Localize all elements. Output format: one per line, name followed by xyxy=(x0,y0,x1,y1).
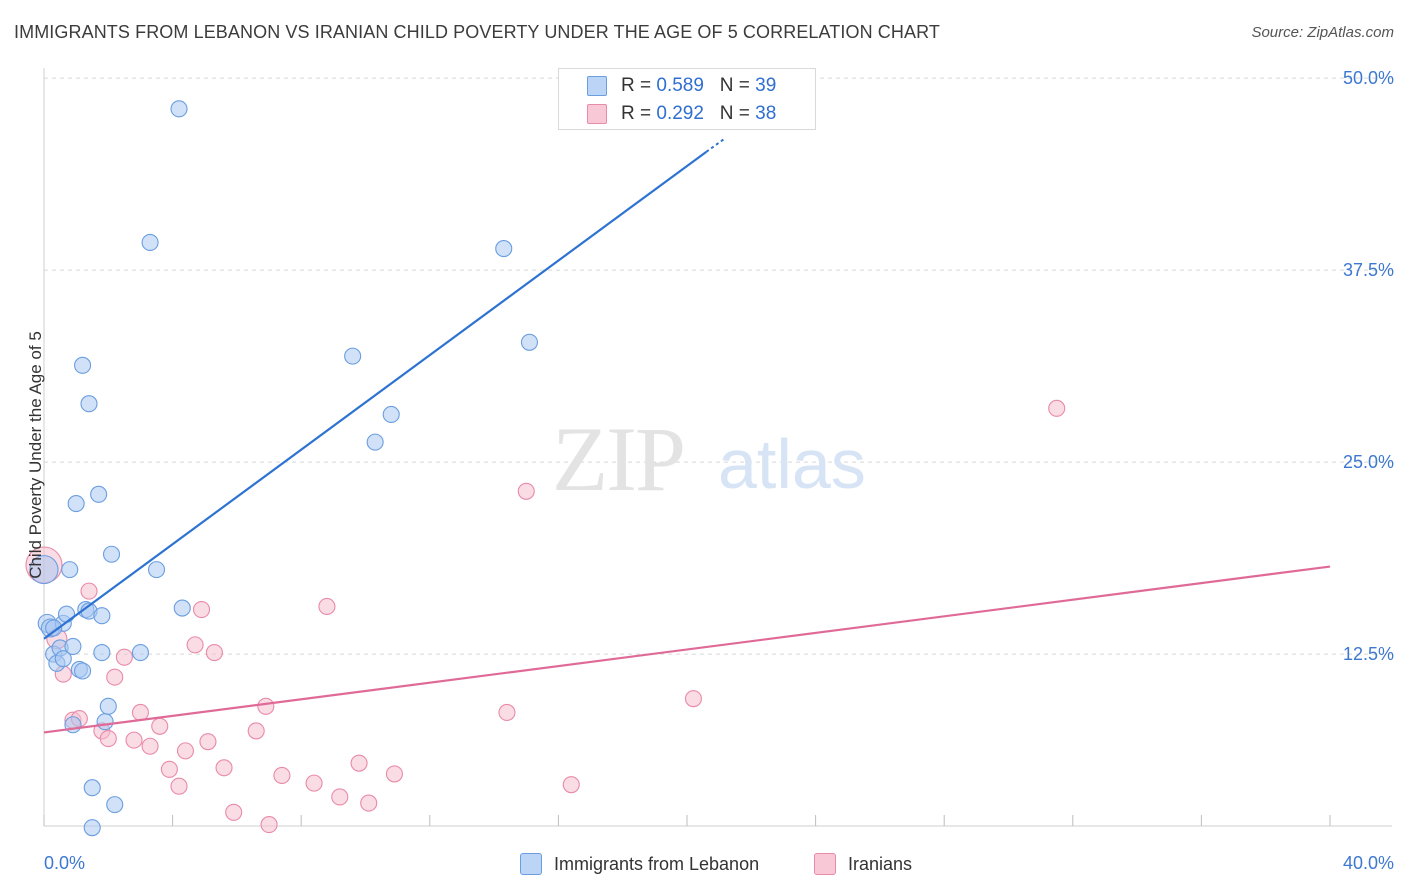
legend-r-label: R = xyxy=(621,75,652,96)
lebanon-point xyxy=(45,619,63,637)
iranian-point xyxy=(106,668,124,686)
iranian-point xyxy=(176,742,195,760)
legend-swatch-pink xyxy=(814,853,836,875)
iranian-point xyxy=(517,482,535,500)
iranian-point xyxy=(562,776,580,794)
lebanon-point xyxy=(83,819,101,837)
lebanon-point xyxy=(102,545,121,563)
lebanon-point xyxy=(170,100,188,118)
lebanon-point xyxy=(67,495,85,513)
iranian-point xyxy=(80,582,98,600)
iranian-point xyxy=(684,690,702,708)
iranian-point xyxy=(99,730,117,748)
lebanon-trendline-extension xyxy=(705,137,727,153)
iranian-point xyxy=(360,794,378,812)
iranian-point xyxy=(331,788,349,806)
legend-swatch-pink xyxy=(587,104,607,124)
iranian-point xyxy=(273,766,291,784)
lebanon-point xyxy=(29,555,59,585)
iranian-point xyxy=(170,777,188,795)
lebanon-point xyxy=(520,333,539,351)
iranian-point xyxy=(260,816,278,834)
iranian-point xyxy=(498,703,516,722)
legend-label-iranians: Iranians xyxy=(848,853,913,874)
lebanon-point xyxy=(495,240,513,258)
iranian-point xyxy=(199,733,217,751)
legend-item-lebanon: Immigrants from Lebanon xyxy=(520,850,759,878)
y-tick-label: 37.5% xyxy=(1343,260,1394,280)
lebanon-point xyxy=(54,650,72,668)
iranian-point xyxy=(350,754,368,772)
lebanon-point xyxy=(96,713,114,731)
iranian-point xyxy=(125,731,143,749)
iranian-point xyxy=(131,703,149,722)
iranian-point xyxy=(186,636,204,654)
iranian-point xyxy=(151,717,169,735)
lebanon-point xyxy=(74,356,92,374)
correlation-legend: R = 0.589 N = 39 R = 0.292 N = 38 xyxy=(558,68,816,130)
iranian-point xyxy=(1048,399,1066,417)
iranian-point xyxy=(385,765,403,783)
iranian-point xyxy=(215,759,233,777)
lebanon-point xyxy=(83,779,101,797)
legend-n-value: 39 xyxy=(755,75,777,96)
y-axis-label: Child Poverty Under the Age of 5 xyxy=(26,331,45,579)
iranian-point xyxy=(192,601,211,619)
iranian-point xyxy=(115,648,133,666)
iranian-point xyxy=(205,644,223,662)
lebanon-point xyxy=(93,607,111,625)
legend-r-value: 0.589 xyxy=(656,75,704,96)
legend-label-lebanon: Immigrants from Lebanon xyxy=(554,853,760,874)
legend-r-value: 0.292 xyxy=(656,103,704,124)
y-tick-label: 25.0% xyxy=(1343,452,1394,472)
legend-swatch-blue xyxy=(587,76,607,96)
lebanon-point xyxy=(173,599,191,617)
lebanon-point xyxy=(90,485,108,503)
legend-n-label: N = xyxy=(719,103,750,124)
watermark-zip: ZIP xyxy=(552,408,684,510)
chart-title: IMMIGRANTS FROM LEBANON VS IRANIAN CHILD… xyxy=(14,22,940,42)
iranian-point xyxy=(225,803,243,821)
iranian-point xyxy=(247,722,265,740)
y-tick-label: 12.5% xyxy=(1343,644,1394,664)
iranian-point xyxy=(141,737,159,755)
legend-r-label: R = xyxy=(621,103,652,124)
x-tick-label: 0.0% xyxy=(44,853,85,873)
iranian-point xyxy=(160,760,178,778)
lebanon-point xyxy=(61,561,79,579)
lebanon-point xyxy=(382,405,400,424)
source-label: Source: ZipAtlas.com xyxy=(1251,24,1394,41)
iranian-point xyxy=(257,697,275,715)
legend-row-iranians: R = 0.292 N = 38 xyxy=(587,102,776,126)
legend-n-value: 38 xyxy=(755,103,777,124)
lebanon-point xyxy=(147,561,166,579)
iranian-trendline xyxy=(43,565,1331,734)
x-tick-label: 40.0% xyxy=(1343,853,1394,873)
lebanon-trendline xyxy=(43,150,707,640)
lebanon-point xyxy=(106,796,124,814)
lebanon-point xyxy=(64,637,82,655)
lebanon-point xyxy=(366,433,384,451)
lebanon-point xyxy=(344,347,362,365)
legend-row-lebanon: R = 0.589 N = 39 xyxy=(587,74,776,98)
legend-item-iranians: Iranians xyxy=(814,850,912,878)
legend-n-label: N = xyxy=(719,75,750,96)
legend-swatch-blue xyxy=(520,853,542,875)
lebanon-point xyxy=(74,662,92,680)
iranian-point xyxy=(318,597,336,616)
lebanon-point xyxy=(57,605,76,623)
lebanon-point xyxy=(131,644,149,662)
y-tick-label: 50.0% xyxy=(1343,68,1394,88)
lebanon-point xyxy=(99,697,117,715)
lebanon-point xyxy=(141,233,159,252)
lebanon-point xyxy=(93,644,111,662)
iranian-point xyxy=(305,774,323,792)
lebanon-point xyxy=(80,395,98,413)
watermark-atlas: atlas xyxy=(718,425,866,503)
